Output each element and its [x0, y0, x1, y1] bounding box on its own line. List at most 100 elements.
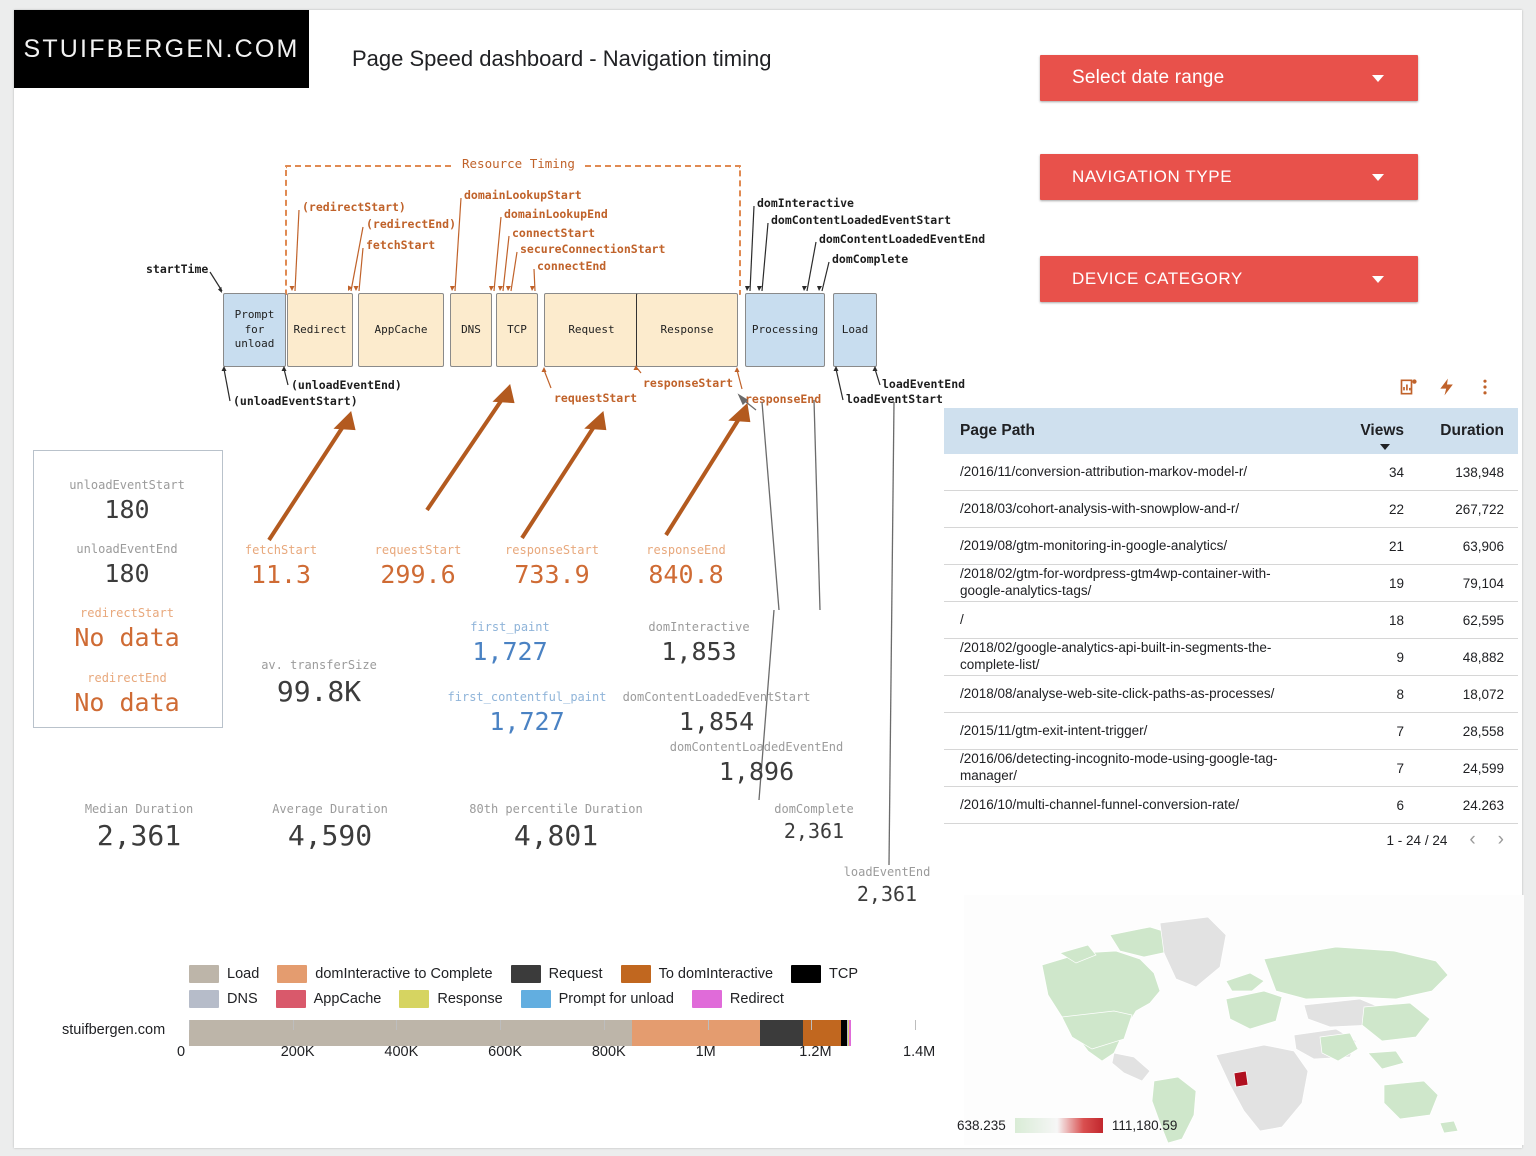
- table-row[interactable]: /2016/11/conversion-attribution-markov-m…: [944, 454, 1518, 491]
- metric-value: 1,727: [472, 637, 548, 666]
- legend-label: Redirect: [729, 991, 784, 1007]
- table-row[interactable]: /2018/03/cohort-analysis-with-snowplow-a…: [944, 491, 1518, 528]
- lightning-icon[interactable]: [1437, 377, 1457, 397]
- legend-item-to-dominteractive: To domInteractive: [620, 965, 774, 983]
- legend-label: Load: [227, 966, 260, 982]
- metric-average-duration: Average Duration 4,590: [242, 802, 418, 852]
- phase-redirect: Redirect: [287, 293, 353, 367]
- sort-descending-icon: [1380, 444, 1390, 450]
- metric-label: requestStart: [374, 543, 462, 557]
- bar-segment: [849, 1020, 852, 1046]
- marker-connectEnd: connectEnd: [537, 259, 607, 273]
- map-legend: 638.235 111,180.59: [957, 1118, 1177, 1133]
- cell-page-path: /2016/10/multi-channel-funnel-conversion…: [960, 796, 1240, 812]
- cell-page-path: /2018/08/analyse-web-site-click-paths-as…: [960, 685, 1275, 701]
- marker-fetchStart: fetchStart: [366, 238, 436, 252]
- metric-value: 2,361: [96, 819, 182, 852]
- metric-value: 2,361: [783, 819, 845, 843]
- axis-tick-label: 800K: [591, 1044, 626, 1060]
- metric-label: first_contentful_paint: [447, 690, 607, 704]
- legend-item-redirect: Redirect: [691, 990, 784, 1008]
- filter-navigation-type[interactable]: NAVIGATION TYPE: [1040, 154, 1418, 200]
- metric-label: first_paint: [470, 620, 550, 634]
- metric-label: Median Duration: [84, 802, 194, 816]
- metric-value: 180: [104, 559, 150, 588]
- metric-value: No data: [74, 688, 180, 717]
- cell-views: 19: [1388, 575, 1404, 591]
- metric-domContentLoadedEventEnd: domContentLoadedEventEnd 1,896: [654, 740, 859, 786]
- metric-value: 180: [104, 495, 150, 524]
- metric-label: domContentLoadedEventStart: [622, 690, 811, 704]
- filter-date-range[interactable]: Select date range: [1040, 55, 1418, 101]
- metric-label: redirectStart: [80, 606, 174, 620]
- more-vert-icon[interactable]: [1475, 377, 1495, 397]
- metric-redirectStart: redirectStart No data: [33, 606, 221, 652]
- legend-swatch: [189, 990, 219, 1008]
- cell-duration: 18,072: [1462, 686, 1504, 702]
- phase-tcp: TCP: [496, 293, 538, 367]
- geo-map[interactable]: [964, 895, 1524, 1145]
- metric-label: domContentLoadedEventEnd: [669, 740, 844, 754]
- column-header-duration[interactable]: Duration: [1440, 422, 1504, 439]
- table-row[interactable]: /2019/08/gtm-monitoring-in-google-analyt…: [944, 528, 1518, 565]
- legend-swatch: [520, 990, 551, 1008]
- pagination-next-icon[interactable]: ›: [1497, 829, 1504, 850]
- metric-value: 733.9: [514, 560, 590, 589]
- table-row[interactable]: /2015/11/gtm-exit-intent-trigger/7 28,558: [944, 713, 1518, 750]
- cell-duration: 63,906: [1462, 538, 1504, 554]
- metric-value: 11.3: [250, 560, 312, 589]
- cell-duration: 24.263: [1462, 797, 1504, 813]
- bar-segment: [841, 1020, 847, 1046]
- marker-connectStart: connectStart: [512, 226, 596, 240]
- phase-label: DNS: [461, 322, 481, 336]
- column-header-views[interactable]: Views: [1316, 422, 1404, 450]
- pagination-prev-icon[interactable]: ‹: [1469, 829, 1476, 850]
- table-row[interactable]: /2016/06/detecting-incognito-mode-using-…: [944, 750, 1518, 787]
- metric-label: responseEnd: [646, 543, 726, 557]
- table-row[interactable]: /2018/02/google-analytics-api-built-in-s…: [944, 639, 1518, 676]
- cell-page-path: /2018/02/google-analytics-api-built-in-s…: [960, 640, 1272, 672]
- legend-swatch: [510, 965, 541, 983]
- phase-label: Processing: [751, 322, 819, 336]
- metric-first-contentful-paint: first_contentful_paint 1,727: [434, 690, 620, 736]
- phase-label: Load: [841, 322, 869, 336]
- chart-legend: Load domInteractive to Complete Request …: [189, 965, 909, 1015]
- cell-page-path: /2016/11/conversion-attribution-markov-m…: [960, 463, 1248, 479]
- table-header-row: Page Path Views Duration: [944, 408, 1518, 454]
- chart-explore-icon[interactable]: [1399, 377, 1419, 397]
- cell-duration: 138,948: [1455, 464, 1504, 480]
- table-row[interactable]: /2018/08/analyse-web-site-click-paths-as…: [944, 676, 1518, 713]
- axis-tick-label: 1.2M: [799, 1044, 832, 1060]
- table-row[interactable]: /2018/02/gtm-for-wordpress-gtm4wp-contai…: [944, 565, 1518, 602]
- legend-item-prompt-for-unload: Prompt for unload: [520, 990, 674, 1008]
- metric-value: 1,854: [678, 707, 755, 736]
- marker-requestStart: requestStart: [554, 391, 638, 405]
- cell-page-path: /2019/08/gtm-monitoring-in-google-analyt…: [960, 537, 1228, 553]
- legend-label: domInteractive to Complete: [315, 966, 493, 982]
- phase-appcache: AppCache: [358, 293, 444, 367]
- column-header-page-path[interactable]: Page Path: [960, 422, 1035, 439]
- table-pagination: 1 - 24 / 24 ‹ ›: [944, 824, 1518, 856]
- filter-device-category[interactable]: DEVICE CATEGORY: [1040, 256, 1418, 302]
- metric-80th-percentile-duration: 80th percentile Duration 4,801: [426, 802, 686, 852]
- bar-segment: [847, 1020, 849, 1046]
- bar-segment: [632, 1020, 761, 1046]
- metric-value: No data: [74, 623, 180, 652]
- table-row[interactable]: /2016/10/multi-channel-funnel-conversion…: [944, 787, 1518, 824]
- marker-unloadEventStart: (unloadEventStart): [233, 394, 358, 408]
- metric-value: 1,896: [718, 757, 795, 786]
- phase-processing: Processing: [745, 293, 825, 367]
- metric-first-paint: first_paint 1,727: [446, 620, 574, 666]
- metric-label: fetchStart: [244, 543, 318, 557]
- legend-row-2: DNS AppCache Response Prompt for unload …: [189, 990, 909, 1008]
- axis-tick-label: 400K: [384, 1044, 419, 1060]
- legend-label: To domInteractive: [658, 966, 774, 982]
- legend-label: TCP: [829, 966, 859, 982]
- metric-responseStart: responseStart 733.9: [488, 543, 616, 589]
- metric-label: redirectEnd: [87, 671, 167, 685]
- bar-segment: [802, 1020, 842, 1046]
- metric-redirectEnd: redirectEnd No data: [33, 671, 221, 717]
- legend-item-request: Request: [510, 965, 603, 983]
- table-row[interactable]: / 18 62,595: [944, 602, 1518, 639]
- metric-label: unloadEventEnd: [76, 542, 178, 556]
